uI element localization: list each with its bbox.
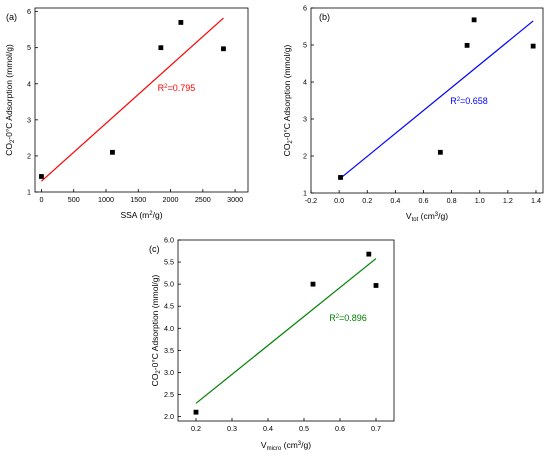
panel-b: (b) -0.2 0.0 0.2 0.4 0.6 0.8 1.0 1.2 1.4 1 2 3 4 5 6 Vto… [282,4,544,223]
x-tick-label: 1000 [98,195,114,204]
x-tick-label: 0.5 [299,424,309,433]
panel-label: (a) [6,12,17,22]
y-tick-label: 4.5 [164,302,174,311]
y-tick-label: 2.0 [164,412,174,421]
y-tick-label: 2 [303,152,307,161]
data-point [530,43,536,49]
r-squared-label: R2=0.896 [329,313,367,323]
data-point [310,281,316,287]
panel-label: (b) [319,12,330,22]
data-point [158,45,164,51]
panel-a: (a) 0 500 1000 1500 2000 2500 3000 1 2 3 4 5 6 SSA (m2… [4,7,249,220]
plot-frame [34,7,249,193]
x-tick-label: 0.6 [335,424,345,433]
x-tick-label: 1500 [130,195,146,204]
x-tick-label: 0 [39,195,43,204]
x-tick-label: 0.2 [191,424,201,433]
y-tick-label: 2.5 [164,390,174,399]
y-tick-label: 2 [27,151,31,160]
panel-c: (c) 0.2 0.3 0.4 0.5 0.6 0.7 2.0 2.5 3.0 3.5 4.0 4.5 5… [149,236,395,452]
y-tick-label: 6 [303,4,307,13]
y-tick-label: 3.5 [164,346,174,355]
y-tick-label: 3 [27,115,31,124]
y-tick-label: 1 [303,189,307,198]
data-point [221,46,226,52]
data-point [178,20,184,25]
y-tick-label: 6.0 [164,236,174,245]
data-point [193,409,199,415]
x-axis-label: Vtot (cm3/g) [406,211,448,223]
y-tick-label: 6 [27,7,31,16]
x-tick-label: 2000 [163,195,179,204]
y-tick-label: 3.0 [164,368,174,377]
y-tick-label: 5 [27,43,31,52]
x-tick-label: -0.2 [305,196,317,205]
data-point [373,283,379,288]
x-tick-label: 0.2 [362,196,372,205]
x-tick-label: 1.0 [475,196,485,205]
y-tick-label: 4 [27,79,31,88]
data-point [464,42,470,48]
plot-frame [310,7,544,194]
data-point [471,17,477,23]
x-tick-label: 500 [68,195,80,204]
x-tick-label: 0.4 [263,424,273,433]
data-point [437,149,443,155]
plot-frame [177,239,395,422]
x-tick-label: 1.4 [531,196,541,205]
y-axis-label: CO2-0°C Adsorption (mmol/g) [150,275,162,387]
data-point [338,175,343,180]
x-tick-label: 2500 [195,195,211,204]
x-tick-label: 0.3 [227,424,237,433]
y-tick-label: 5.0 [164,280,174,289]
y-tick-label: 4.0 [164,324,174,333]
y-tick-label: 4 [303,78,307,87]
panel-label: (c) [149,244,160,254]
x-tick-label: 0.4 [390,196,400,205]
x-tick-label: 0.7 [371,424,381,433]
r-squared-label: R2=0.795 [158,83,196,93]
fit-line [195,258,377,404]
x-tick-label: 0.0 [334,196,344,205]
fit-line [41,17,224,182]
x-tick-label: 0.8 [447,196,457,205]
fit-line [340,20,534,179]
x-axis-label: Vmicro (cm3/g) [261,440,311,452]
y-axis-label: CO2-0°C Adsorption (mmol/g) [282,45,294,157]
data-point [366,251,372,257]
r-squared-label: R2=0.658 [450,96,488,106]
data-point [110,149,115,155]
y-axis-label: CO2-0°C Adsorption (mmol/g) [4,44,16,156]
y-tick-label: 5.5 [164,258,174,267]
y-tick-label: 1 [27,188,31,197]
x-tick-label: 3000 [227,195,243,204]
data-point [39,174,44,179]
x-tick-label: 0.6 [418,196,428,205]
y-tick-label: 3 [303,115,307,124]
x-axis-label: SSA (m2/g) [120,210,162,220]
y-tick-label: 5 [303,41,307,50]
x-tick-label: 1.2 [503,196,513,205]
